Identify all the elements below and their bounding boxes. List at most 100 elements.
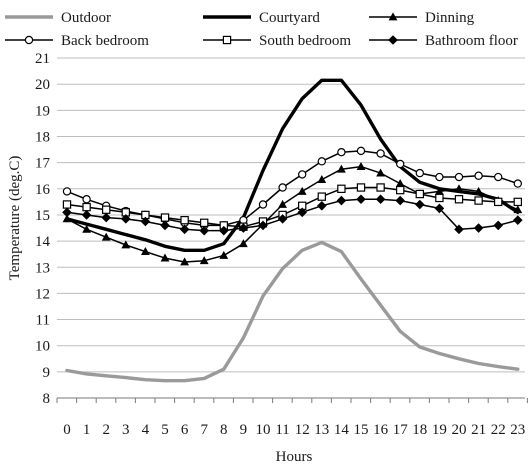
x-tick-label: 7 — [200, 422, 208, 438]
data-point-bathroom-floor — [473, 223, 484, 233]
data-point-bathroom-floor — [513, 215, 523, 225]
data-point-dinning — [454, 184, 464, 193]
data-point-south-bedroom — [62, 200, 72, 209]
series-line-courtyard — [65, 78, 520, 253]
data-point-south-bedroom — [160, 213, 170, 222]
legend-item-south-bedroom: South bedroom — [203, 33, 351, 49]
data-point-south-bedroom — [356, 183, 366, 192]
x-tick-label: 13 — [314, 422, 329, 438]
data-point-dinning — [474, 186, 483, 195]
data-point-dinning — [239, 239, 248, 248]
x-tick-label: 17 — [393, 422, 409, 438]
x-tick-label: 23 — [510, 422, 525, 438]
y-tick-label: 10 — [35, 339, 50, 355]
data-point-bathroom-floor — [356, 194, 366, 205]
x-tick-label: 21 — [471, 422, 486, 438]
data-point-dinning — [513, 205, 523, 214]
x-tick-label: 8 — [220, 422, 228, 438]
x-tick-label: 20 — [452, 422, 467, 438]
data-point-back-bedroom — [337, 147, 346, 157]
data-point-dinning — [82, 224, 91, 233]
series-line-outdoor — [65, 240, 520, 383]
data-point-south-bedroom — [317, 192, 327, 201]
data-point-south-bedroom — [494, 197, 503, 207]
x-tick-label: 19 — [432, 422, 447, 438]
data-point-back-bedroom — [474, 171, 483, 180]
y-tick-label: 18 — [35, 130, 50, 146]
x-tick-label: 15 — [354, 422, 369, 438]
data-point-bathroom-floor — [101, 212, 111, 223]
data-point-bathroom-floor — [317, 200, 327, 211]
y-axis-title: Temperature (deg.C) — [7, 156, 23, 281]
data-point-dinning — [317, 175, 327, 184]
y-tick-label: 15 — [35, 208, 50, 224]
legend-swatch-marker — [24, 35, 34, 45]
data-point-south-bedroom — [180, 215, 189, 225]
data-point-bathroom-floor — [199, 225, 209, 236]
y-tick-label: 14 — [35, 234, 51, 250]
data-point-dinning — [101, 232, 111, 241]
series-line-dinning — [66, 165, 519, 263]
legend-item-bathroom-floor: Bathroom floor — [369, 33, 518, 49]
x-tick-label: 11 — [275, 422, 289, 438]
gridlines — [57, 57, 525, 373]
data-point-back-bedroom — [62, 187, 72, 196]
data-point-bathroom-floor — [121, 214, 131, 224]
data-point-bathroom-floor — [81, 210, 92, 220]
data-point-bathroom-floor — [179, 224, 190, 235]
data-point-bathroom-floor — [258, 220, 268, 231]
data-point-back-bedroom — [278, 183, 287, 192]
series-layer — [65, 78, 520, 383]
data-point-south-bedroom — [415, 189, 425, 199]
data-point-dinning — [199, 256, 209, 265]
legend-item-outdoor: Outdoor — [5, 10, 111, 26]
data-point-south-bedroom — [376, 183, 385, 192]
x-tick-label: 6 — [181, 422, 189, 438]
data-point-dinning — [121, 240, 131, 249]
x-tick-label: 10 — [256, 422, 271, 438]
data-point-bathroom-floor — [493, 220, 503, 231]
x-tick-label: 18 — [412, 422, 427, 438]
x-tick-label: 12 — [295, 422, 310, 438]
x-tick-label: 1 — [83, 422, 91, 438]
data-point-south-bedroom — [82, 202, 91, 212]
x-tick-label: 2 — [102, 422, 110, 438]
data-point-south-bedroom — [454, 195, 464, 204]
data-point-bathroom-floor — [238, 223, 249, 233]
x-axis-title: Hours — [276, 449, 313, 464]
data-point-south-bedroom — [101, 205, 111, 214]
data-point-dinning — [278, 199, 287, 208]
data-point-back-bedroom — [376, 149, 385, 158]
legend: Outdoor Courtyard Dinning Back bedroom South… — [5, 10, 518, 49]
data-point-south-bedroom — [337, 184, 346, 193]
data-point-south-bedroom — [435, 193, 444, 203]
data-point-south-bedroom — [396, 185, 405, 195]
y-tick-label: 16 — [35, 182, 51, 198]
y-tick-label: 19 — [35, 103, 50, 119]
data-point-bathroom-floor — [395, 195, 405, 206]
data-point-dinning — [160, 253, 170, 262]
x-tick-label: 3 — [122, 422, 130, 438]
data-point-dinning — [297, 186, 307, 195]
data-point-bathroom-floor — [434, 203, 445, 214]
data-point-back-bedroom — [258, 200, 268, 209]
data-point-back-bedroom — [298, 170, 307, 179]
data-point-bathroom-floor — [277, 214, 288, 224]
data-point-bathroom-floor — [336, 195, 347, 206]
data-point-south-bedroom — [474, 196, 483, 205]
data-point-back-bedroom — [415, 168, 424, 178]
data-point-dinning — [180, 257, 189, 266]
y-tick-label: 11 — [36, 313, 50, 329]
legend-label: South bedroom — [259, 33, 351, 49]
data-point-back-bedroom — [513, 179, 523, 188]
legend-label: Back bedroom — [61, 33, 149, 49]
data-point-back-bedroom — [454, 172, 464, 182]
x-tick-label: 22 — [491, 422, 506, 438]
data-point-bathroom-floor — [415, 199, 425, 210]
data-point-dinning — [395, 178, 405, 187]
data-point-back-bedroom — [356, 146, 366, 156]
data-point-dinning — [376, 168, 385, 177]
y-tick-label: 17 — [35, 156, 51, 172]
